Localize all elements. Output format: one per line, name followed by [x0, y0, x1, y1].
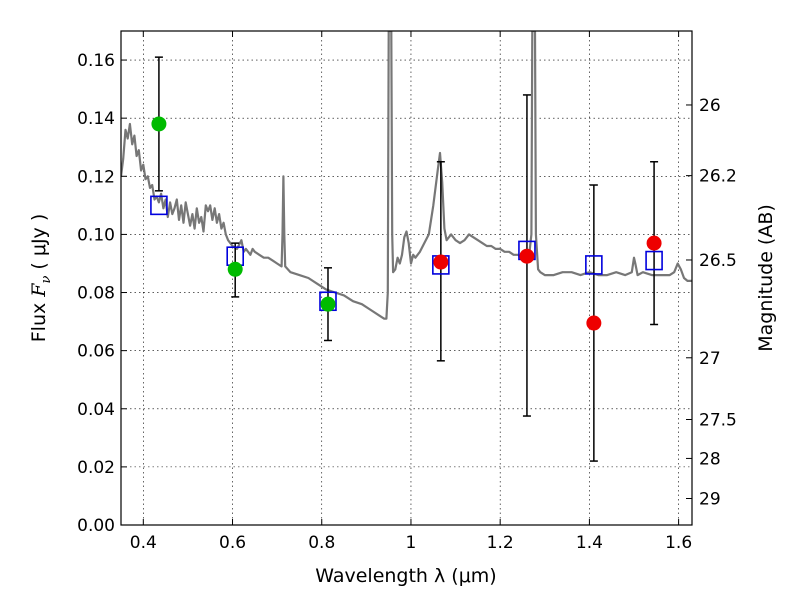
x-tick-label: 0.4	[130, 533, 157, 553]
x-axis-label: Wavelength λ (μm)	[315, 565, 496, 587]
model-flux-square	[645, 250, 663, 271]
mag-tick-label: 26.5	[699, 251, 737, 271]
y-tick-label: 0.12	[77, 167, 115, 187]
mag-tick-label: 27	[699, 349, 721, 369]
marker-layer	[150, 116, 663, 331]
plot-background	[121, 31, 692, 525]
observed-flux-point	[646, 235, 662, 251]
x-tick-label: 1.6	[665, 533, 692, 553]
mag-tick-label: 26.2	[699, 167, 737, 187]
plot-frame	[120, 30, 693, 526]
observed-flux-point	[151, 116, 167, 132]
y-tick-label: 0.14	[77, 109, 115, 129]
x-tick-label: 1.4	[576, 533, 603, 553]
x-tick-label: 0.6	[219, 533, 246, 553]
y-axis-label: Flux Fν ( μJy )	[28, 214, 54, 343]
y-tick-label: 0.04	[77, 400, 115, 420]
y-tick-label: 0.00	[77, 516, 115, 536]
y-tick-label: 0.10	[77, 225, 115, 245]
model-flux-square	[585, 255, 603, 275]
mag-tick-label: 26	[699, 96, 721, 116]
mag-tick-label: 29	[699, 489, 721, 509]
observed-flux-point	[586, 315, 602, 331]
model-flux-square	[150, 195, 168, 216]
x-tick-label: 1.2	[487, 533, 514, 553]
tick-layer: 0.4 0.6 0.8 1 1.2 1.4 1.6 0.00 0.02 0.04 0.06 0.08 0…	[77, 31, 737, 553]
mag-tick-label: 27.5	[699, 410, 737, 430]
x-tick-label: 1	[406, 533, 417, 553]
mag-tick-label: 28	[699, 449, 721, 469]
spectrum-layer	[121, 31, 692, 320]
right-axis-label: Magnitude (AB)	[755, 204, 777, 352]
y-axis-label-word: Flux	[28, 297, 50, 343]
x-tick-label: 0.8	[308, 533, 335, 553]
y-axis-label-unit: ( μJy )	[28, 214, 50, 276]
observed-flux-point	[433, 254, 449, 270]
y-tick-label: 0.02	[77, 458, 115, 478]
model-spectrum-line	[121, 31, 692, 320]
observed-flux-point	[519, 248, 535, 264]
y-axis-label-symbol: F	[28, 283, 50, 298]
y-tick-label: 0.16	[77, 51, 115, 71]
observed-flux-point	[227, 261, 243, 277]
y-axis-label-subscript: ν	[39, 276, 54, 284]
observed-flux-point	[320, 296, 336, 312]
y-tick-label: 0.08	[77, 284, 115, 304]
y-tick-label: 0.06	[77, 342, 115, 362]
